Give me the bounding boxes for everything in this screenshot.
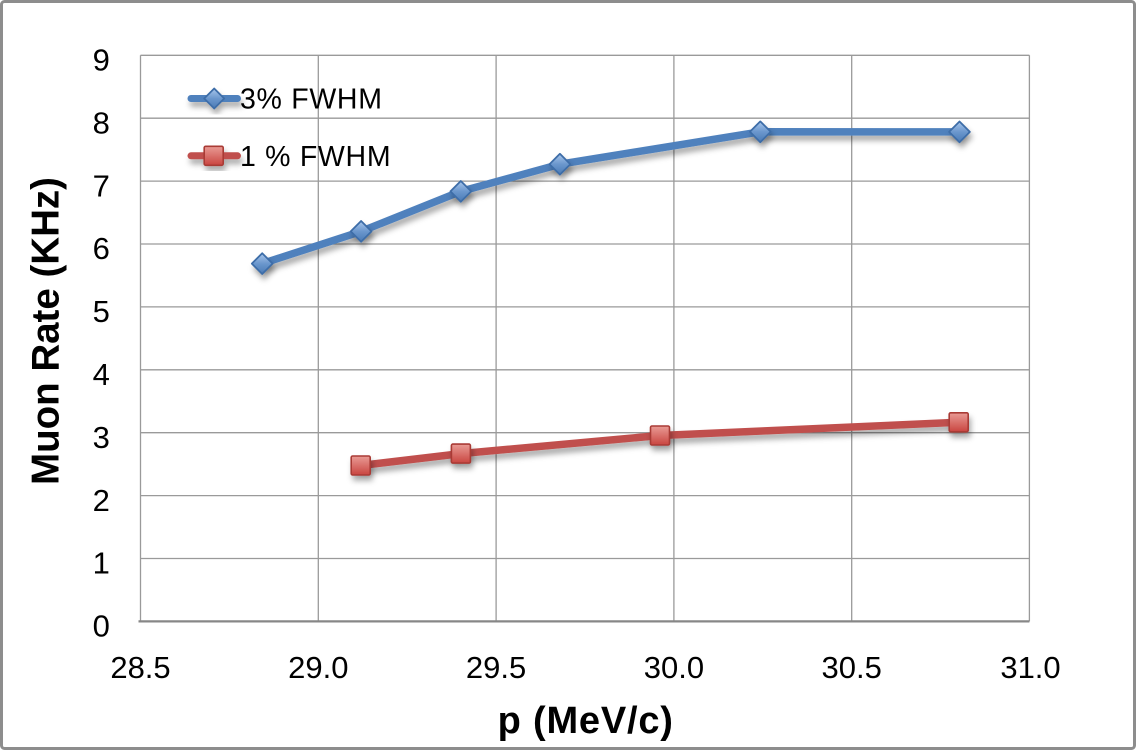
svg-text:p (MeV/c): p (MeV/c) [498,700,674,742]
svg-text:2: 2 [93,483,110,518]
svg-text:4: 4 [93,357,110,392]
svg-text:31.0: 31.0 [1000,650,1060,685]
svg-text:28.5: 28.5 [110,650,170,685]
svg-text:Muon Rate (KHz): Muon Rate (KHz) [25,177,68,485]
svg-text:8: 8 [93,105,110,140]
svg-text:0: 0 [93,609,110,644]
svg-text:29.5: 29.5 [466,650,526,685]
svg-text:3% FWHM: 3% FWHM [240,84,383,116]
svg-text:1: 1 [93,546,110,581]
svg-text:3: 3 [93,420,110,455]
svg-text:29.0: 29.0 [288,650,348,685]
svg-text:30.0: 30.0 [644,650,704,685]
svg-text:1 % FWHM: 1 % FWHM [240,141,391,173]
svg-text:9: 9 [93,43,110,78]
svg-text:6: 6 [93,231,110,266]
svg-text:5: 5 [93,294,110,329]
svg-text:30.5: 30.5 [822,650,882,685]
svg-text:7: 7 [93,168,110,203]
